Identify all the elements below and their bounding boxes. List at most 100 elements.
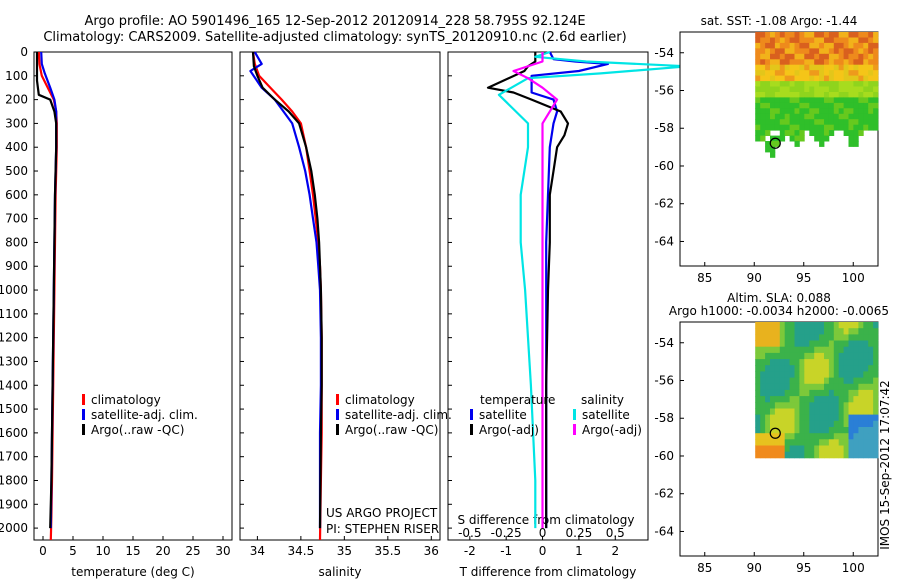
map-cell xyxy=(774,445,781,453)
map-cell xyxy=(843,328,849,335)
map-cell xyxy=(765,75,771,82)
map-cell xyxy=(774,377,781,385)
map-cell xyxy=(824,396,830,403)
map-cell xyxy=(848,53,854,60)
legend-item-argo: Argo(..raw -QC) xyxy=(82,423,198,438)
sla-map-title: Altim. SLA: 0.088 xyxy=(727,291,831,305)
map-cell xyxy=(868,346,874,354)
map-cell xyxy=(760,340,766,348)
map-cell xyxy=(765,389,771,397)
map-cell xyxy=(779,389,786,397)
map-cell xyxy=(858,402,864,409)
x-tick-label: 35 xyxy=(337,544,352,558)
map-cell xyxy=(833,439,840,446)
map-cell xyxy=(770,92,776,98)
map-cell xyxy=(755,414,761,422)
map-cell xyxy=(760,42,766,49)
map-cell xyxy=(819,37,825,44)
map-cell xyxy=(873,408,879,416)
map-cell xyxy=(809,408,815,416)
map-cell xyxy=(765,37,771,44)
map-cell xyxy=(824,408,830,416)
map-cell xyxy=(794,408,800,416)
map-cell xyxy=(784,37,790,44)
map-cell xyxy=(804,451,810,459)
map-cell xyxy=(868,402,874,409)
map-cell xyxy=(770,396,776,403)
map-cell xyxy=(853,130,859,136)
map-cell xyxy=(779,414,786,422)
x-tick-label: 30 xyxy=(215,544,230,558)
map-cell xyxy=(853,445,859,453)
map-cell xyxy=(868,414,874,422)
map-cell xyxy=(755,445,761,453)
map-cell xyxy=(794,445,800,453)
map-cell xyxy=(819,359,825,366)
map-cell xyxy=(755,352,761,360)
map-cell xyxy=(774,365,781,372)
map-cell xyxy=(799,383,805,391)
map-cell xyxy=(838,81,844,87)
map-cell xyxy=(765,48,771,55)
map-cell xyxy=(828,75,835,82)
map-cell xyxy=(755,42,761,49)
map-cell xyxy=(833,81,840,87)
map-cell xyxy=(755,377,761,385)
map-cell xyxy=(755,32,761,38)
map-cell xyxy=(779,53,786,60)
map-cell xyxy=(819,322,825,329)
map-cell xyxy=(760,48,766,55)
map-cell xyxy=(863,427,869,434)
map-cell xyxy=(760,92,766,98)
map-cell xyxy=(799,113,805,120)
map-cell xyxy=(809,53,815,60)
lon-tick-label: 100 xyxy=(842,271,865,285)
map-cell xyxy=(774,383,781,391)
map-cell xyxy=(848,81,854,87)
map-cell xyxy=(774,37,781,44)
map-cell xyxy=(833,328,840,335)
map-cell xyxy=(833,352,840,360)
map-cell xyxy=(760,402,766,409)
map-cell xyxy=(789,102,795,109)
map-cell xyxy=(809,70,815,77)
map-cell xyxy=(789,340,795,348)
map-cell xyxy=(779,346,786,354)
map-cell xyxy=(828,32,835,38)
map-cell xyxy=(774,141,781,147)
map-cell xyxy=(843,359,849,366)
map-cell xyxy=(863,439,869,446)
map-cell xyxy=(819,433,825,440)
map-cell xyxy=(858,346,864,354)
map-cell xyxy=(774,64,781,71)
map-cell xyxy=(868,92,874,98)
map-cell xyxy=(819,402,825,409)
map-cell xyxy=(873,439,879,446)
map-cell xyxy=(765,86,771,93)
legend-item-climatology: climatology xyxy=(336,393,452,408)
map-cell xyxy=(760,86,766,93)
map-cell xyxy=(863,352,869,360)
map-cell xyxy=(873,119,879,126)
map-cell xyxy=(774,439,781,446)
map-cell xyxy=(760,433,766,440)
map-cell xyxy=(843,402,849,409)
map-cell xyxy=(819,53,825,60)
map-cell xyxy=(843,396,849,403)
map-cell xyxy=(838,42,844,49)
legend-swatch xyxy=(336,409,339,420)
map-cell xyxy=(853,389,859,397)
map-cell xyxy=(819,135,825,142)
map-cell xyxy=(814,445,820,453)
map-cell xyxy=(779,359,786,366)
map-cell xyxy=(824,70,830,77)
map-cell xyxy=(765,119,771,126)
legend-item-t-argo: Argo(-adj) xyxy=(470,423,555,438)
map-cell xyxy=(779,130,786,136)
map-cell xyxy=(814,32,820,38)
map-cell xyxy=(794,108,800,115)
map-cell xyxy=(853,322,859,329)
map-cell xyxy=(809,365,815,372)
map-cell xyxy=(774,81,781,87)
